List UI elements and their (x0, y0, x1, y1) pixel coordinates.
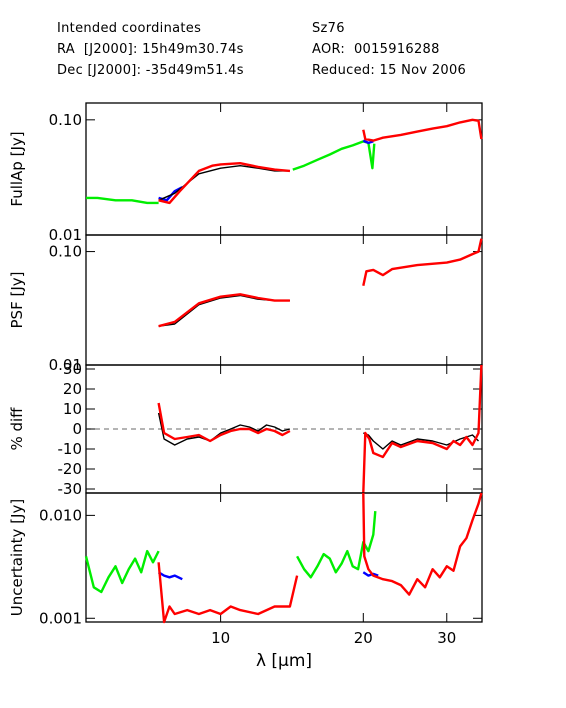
series-line-red (158, 161, 291, 205)
y-tick-label: 0.001 (39, 609, 82, 627)
series-line-green (86, 196, 159, 205)
header-coordinates-title: Intended coordinates (57, 21, 202, 36)
series-line-red (158, 293, 290, 328)
y-axis-label: FullAp [Jy] (8, 131, 26, 206)
header-ra: RA [J2000]: 15h49m30.74s (57, 42, 244, 57)
series-line-green (84, 549, 160, 594)
header-aor: AOR: 0015916288 (312, 42, 440, 57)
y-tick-label: -30 (58, 480, 83, 498)
header-object-name: Sz76 (312, 21, 345, 36)
y-tick-label: 0.10 (49, 111, 82, 129)
x-axis-label: λ [μm] (256, 651, 312, 671)
y-tick-label: 20 (63, 380, 82, 398)
y-tick-label: -20 (58, 460, 83, 478)
x-tick-label: 20 (354, 629, 373, 647)
y-tick-label: 30 (63, 360, 82, 378)
series-line-black (158, 164, 290, 201)
y-tick-label: 0.01 (49, 226, 82, 244)
series-line-red (157, 562, 299, 624)
series-line-green (292, 140, 376, 171)
series-line-red (362, 238, 483, 286)
y-tick-label: 0.01 (49, 356, 82, 374)
series-line-red (362, 364, 483, 494)
y-tick-label: 0.10 (49, 243, 82, 261)
series-line-blue (157, 571, 183, 581)
series-line-red (362, 118, 483, 142)
series-line-blue (362, 139, 374, 145)
y-axis-label: % diff (8, 407, 26, 451)
series-line-black (157, 412, 291, 446)
y-tick-label: -10 (58, 440, 83, 458)
series-line-black (363, 432, 479, 450)
y-tick-label: 0.010 (39, 506, 82, 524)
plot-frame (85, 102, 483, 236)
x-tick-label: 10 (211, 629, 230, 647)
header-dec: Dec [J2000]: -35d49m51.4s (57, 63, 244, 78)
y-tick-label: 0 (72, 420, 82, 438)
series-line-green (296, 510, 377, 579)
x-tick-label: 30 (437, 629, 456, 647)
series-line-red (362, 492, 483, 596)
series-line-red (157, 402, 291, 443)
y-axis-label: PSF [Jy] (8, 272, 26, 329)
y-axis-label: Uncertainty [Jy] (8, 499, 26, 616)
series-line-blue (362, 571, 379, 577)
y-tick-label: 10 (63, 400, 82, 418)
header-reduced-date: Reduced: 15 Nov 2006 (312, 63, 467, 78)
